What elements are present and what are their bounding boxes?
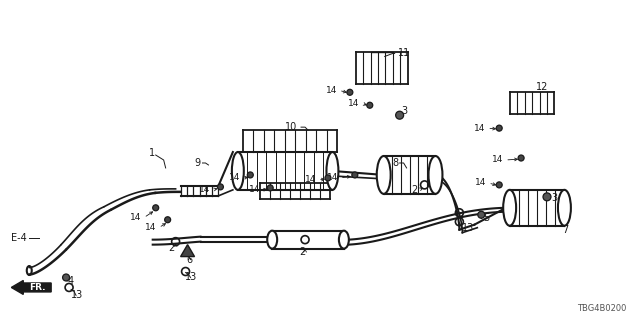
Text: 14: 14 [326,173,338,182]
Ellipse shape [268,231,277,249]
Text: 6: 6 [187,255,193,265]
Text: 9: 9 [195,158,201,168]
Text: 14: 14 [131,213,141,222]
Circle shape [268,185,273,191]
Polygon shape [180,244,195,257]
Text: 10: 10 [285,122,298,132]
Text: 11: 11 [397,48,410,59]
Text: 14: 14 [348,99,360,108]
Text: 14: 14 [475,179,486,188]
Ellipse shape [377,156,390,194]
Text: 13: 13 [71,291,83,300]
Text: 14: 14 [305,175,316,184]
Text: 8: 8 [393,158,399,168]
Text: E-4: E-4 [12,233,27,243]
Text: 2: 2 [412,185,418,195]
Circle shape [247,172,253,178]
Text: 1: 1 [148,148,155,158]
Circle shape [347,89,353,95]
Circle shape [543,193,551,201]
Circle shape [367,102,372,108]
Text: 5: 5 [483,213,490,223]
Ellipse shape [558,190,571,226]
Text: FR.: FR. [29,283,45,292]
Text: 14: 14 [145,223,157,232]
Ellipse shape [232,152,244,190]
Text: 12: 12 [536,82,548,92]
Text: 4: 4 [67,276,73,286]
Text: 13: 13 [184,273,197,283]
Circle shape [396,111,404,119]
Text: 14: 14 [492,156,503,164]
Circle shape [325,175,331,181]
Text: 14: 14 [474,124,485,132]
Circle shape [496,125,502,131]
FancyArrow shape [12,280,51,294]
Text: 14: 14 [326,86,337,95]
Circle shape [153,205,159,211]
Circle shape [164,217,171,223]
Ellipse shape [503,190,516,226]
Text: 14: 14 [249,185,260,194]
Ellipse shape [339,231,349,249]
Text: 2: 2 [169,243,175,252]
Circle shape [496,182,502,188]
Ellipse shape [326,152,339,190]
Text: 14: 14 [199,185,211,194]
Text: 14: 14 [229,173,241,182]
Ellipse shape [429,156,442,194]
Text: 3: 3 [551,193,557,203]
Circle shape [478,211,484,218]
Circle shape [218,184,223,190]
Text: 7: 7 [562,225,568,235]
Text: 13: 13 [462,223,475,233]
Text: 2: 2 [299,247,305,257]
Text: TBG4B0200: TBG4B0200 [577,304,626,313]
Text: 3: 3 [402,106,408,116]
Circle shape [352,172,358,178]
Circle shape [518,155,524,161]
Circle shape [63,274,70,281]
